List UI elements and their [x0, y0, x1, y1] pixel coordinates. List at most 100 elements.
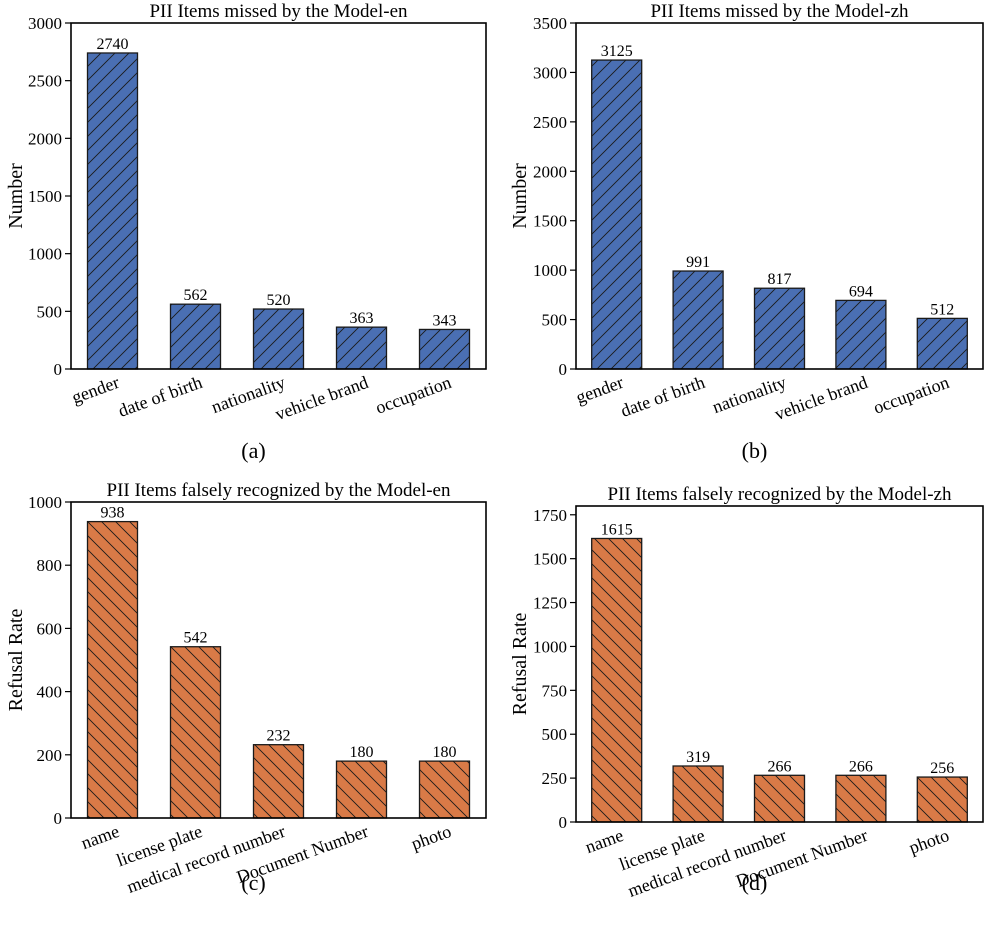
y-tick-label: 400 [37, 683, 63, 702]
y-tick-label: 1750 [533, 506, 567, 525]
data-label: 266 [849, 758, 873, 775]
x-tick-label: vehicle brand [772, 372, 870, 424]
x-tick-label: vehicle brand [272, 372, 370, 424]
data-label: 232 [267, 728, 291, 745]
plot-frame [70, 501, 487, 819]
panel-caption: (a) [241, 438, 265, 463]
data-label: 2740 [97, 36, 129, 53]
data-label: 363 [350, 310, 374, 327]
y-tick-label: 750 [542, 681, 568, 700]
y-tick-label: 200 [37, 746, 63, 765]
bar-hatch [336, 327, 387, 369]
y-tick-label: 1000 [533, 637, 567, 656]
panel-caption: (c) [241, 870, 265, 895]
y-tick-label: 1500 [533, 550, 567, 569]
bar-hatch [170, 646, 221, 818]
y-tick-label: 0 [559, 360, 568, 379]
chart-title: PII Items falsely recognized by the Mode… [107, 480, 451, 501]
y-tick-label: 2500 [28, 72, 62, 91]
bar-hatch [917, 318, 968, 369]
data-label: 319 [686, 749, 710, 766]
x-tick-label: name [583, 825, 626, 857]
x-tick-label: occupation [373, 372, 454, 418]
plot-frame [575, 505, 984, 823]
chart-panel-c: PII Items falsely recognized by the Mode… [5, 480, 487, 897]
y-tick-label: 500 [37, 302, 63, 321]
chart-title: PII Items missed by the Model-zh [650, 1, 909, 22]
data-label: 938 [101, 505, 125, 522]
x-tick-label: date of birth [618, 372, 708, 421]
panel-caption: (b) [742, 438, 768, 463]
y-tick-label: 2500 [533, 113, 567, 132]
y-tick-label: 500 [542, 311, 568, 330]
y-tick-label: 3000 [28, 14, 62, 33]
data-label: 180 [433, 744, 457, 761]
bar-hatch [170, 304, 221, 369]
y-tick-label: 250 [542, 769, 568, 788]
y-tick-label: 0 [559, 813, 568, 832]
y-tick-label: 1500 [28, 187, 62, 206]
bar-hatch [673, 765, 724, 822]
data-label: 3125 [601, 43, 633, 60]
data-label: 520 [267, 292, 291, 309]
data-label: 256 [930, 760, 954, 777]
data-label: 266 [768, 758, 792, 775]
y-tick-label: 0 [54, 809, 63, 828]
chart-panel-b: PII Items missed by the Model-zh Number 0 5… [509, 1, 984, 463]
bar-hatch [253, 744, 304, 818]
x-tick-label: photo [408, 821, 453, 854]
panel-caption: (d) [742, 870, 768, 895]
y-axis-label: Number [509, 163, 531, 229]
bar-hatch [917, 777, 968, 822]
bar-hatch [419, 761, 470, 818]
y-tick-label: 600 [37, 619, 63, 638]
bar-hatch [591, 538, 642, 822]
data-label: 343 [433, 312, 457, 329]
plot-frame [575, 22, 984, 370]
x-tick-label: name [78, 821, 121, 853]
data-label: 817 [768, 271, 792, 288]
chart-title: PII Items missed by the Model-en [149, 1, 408, 22]
data-label: 562 [184, 287, 208, 304]
data-label: 180 [350, 744, 374, 761]
y-tick-label: 0 [54, 360, 63, 379]
bar-hatch [87, 521, 138, 818]
x-tick-label: photo [906, 825, 951, 858]
bar-hatch [754, 775, 805, 822]
bar-hatch [419, 329, 470, 369]
y-tick-label: 1500 [533, 212, 567, 231]
y-tick-label: 1000 [28, 493, 62, 512]
bar-hatch [336, 761, 387, 818]
y-tick-label: 500 [542, 725, 568, 744]
data-label: 991 [686, 254, 710, 271]
y-tick-label: 1000 [533, 261, 567, 280]
y-tick-label: 1000 [28, 245, 62, 264]
y-tick-label: 3000 [533, 63, 567, 82]
bar-hatch [835, 300, 886, 369]
data-label: 1615 [601, 521, 633, 538]
plot-frame [70, 22, 487, 370]
bar-hatch [673, 271, 724, 369]
bar-hatch [591, 60, 642, 369]
chart-title: PII Items falsely recognized by the Mode… [608, 484, 952, 505]
data-label: 542 [184, 630, 208, 647]
y-tick-label: 800 [37, 556, 63, 575]
y-tick-label: 3500 [533, 14, 567, 33]
x-tick-label: occupation [871, 372, 952, 418]
y-axis-label: Refusal Rate [5, 609, 27, 712]
data-label: 694 [849, 283, 873, 300]
bar-hatch [253, 309, 304, 369]
x-tick-label: gender [69, 372, 122, 408]
bar-hatch [87, 52, 138, 370]
x-tick-label: date of birth [115, 372, 205, 421]
y-tick-label: 2000 [533, 162, 567, 181]
y-tick-label: 2000 [28, 129, 62, 148]
data-label: 512 [930, 301, 954, 318]
y-axis-label: Number [5, 163, 27, 229]
chart-panel-a: PII Items missed by the Model-en Number 0 5… [5, 1, 487, 463]
y-tick-label: 1250 [533, 594, 567, 613]
y-axis-label: Refusal Rate [509, 613, 531, 716]
bar-hatch [754, 288, 805, 369]
bar-hatch [835, 775, 886, 822]
